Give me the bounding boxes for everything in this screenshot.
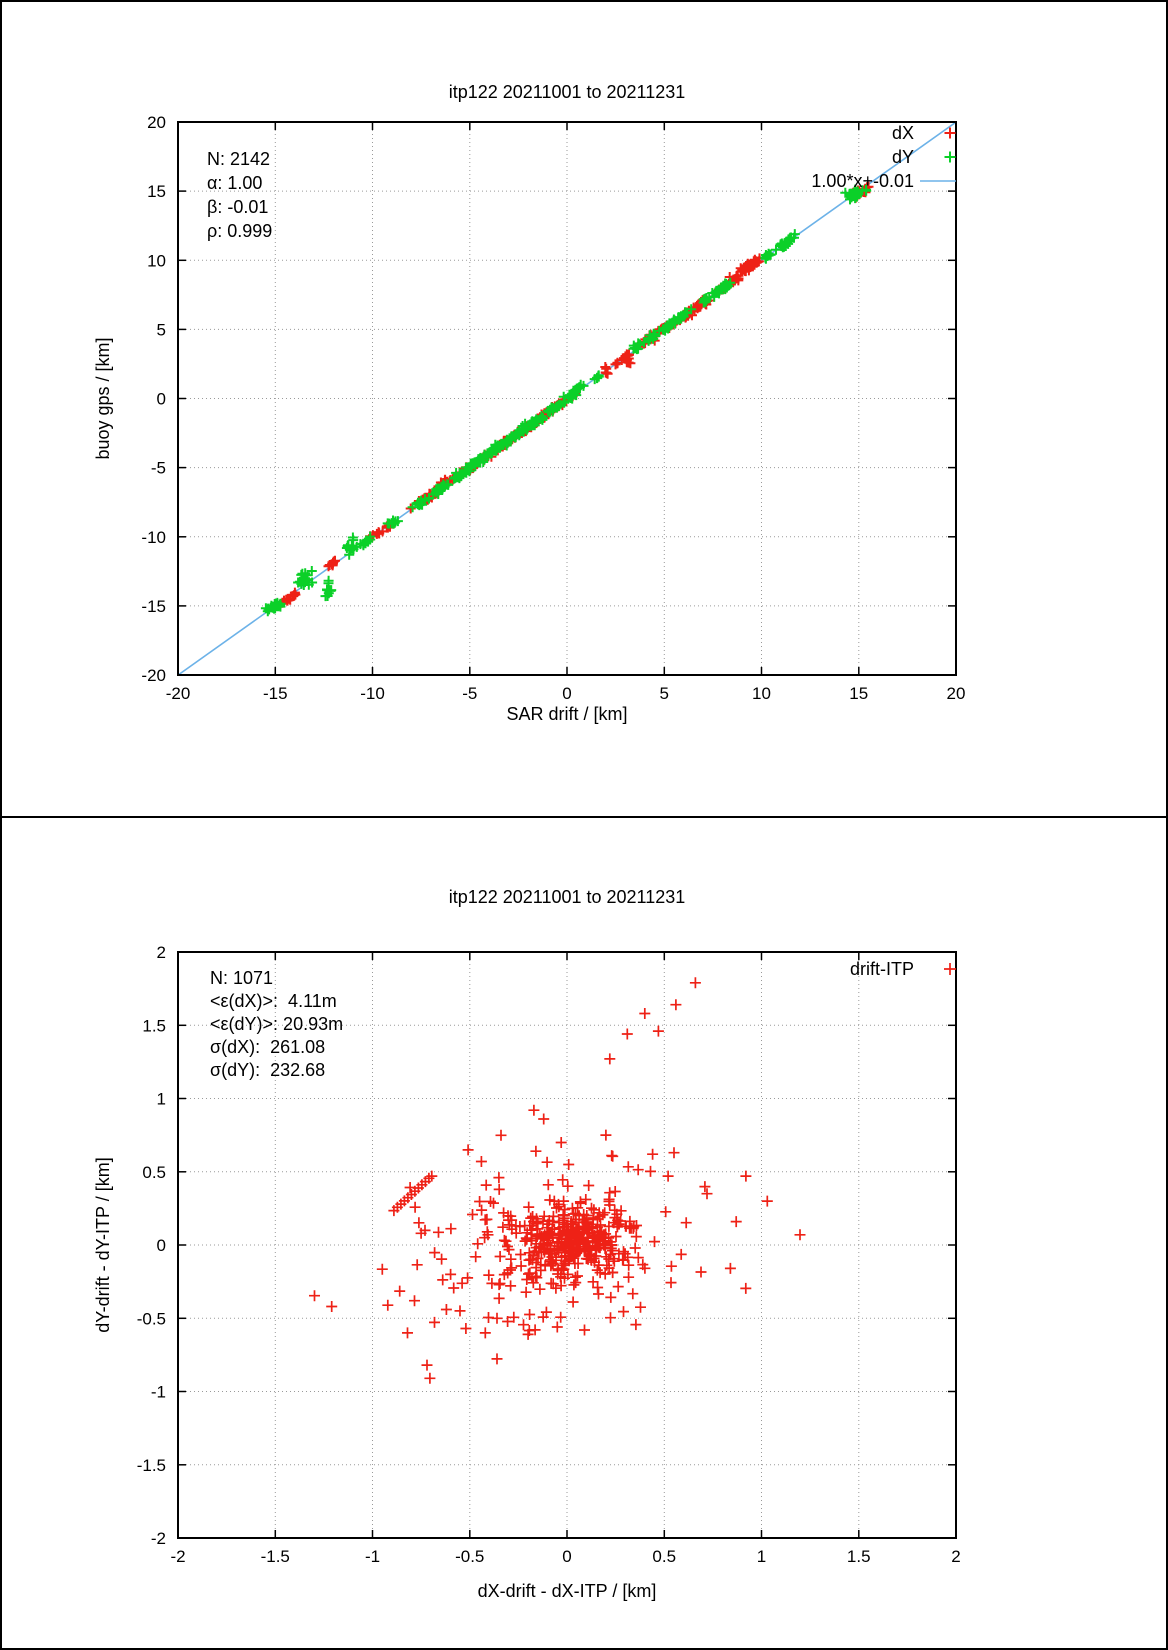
- axes: [177, 121, 957, 676]
- plot-area: [309, 977, 806, 1384]
- bottom-chart-panel: -2 -1.5 -1 -0.5 0 0.5 1 1.5 2 -2 -1.5 -1 -0.5 0 0.5 1 1.…: [2, 818, 1166, 1648]
- x-tick-label: -1.5: [261, 1547, 290, 1566]
- x-tick-label: -10: [360, 684, 385, 703]
- stats-line: σ(dX): 261.08: [210, 1037, 325, 1057]
- y-tick-label: 0: [157, 1236, 166, 1255]
- chart-title: itp122 20211001 to 20211231: [449, 82, 686, 102]
- stats-line: N: 2142: [207, 149, 270, 169]
- y-tick-label: 0.5: [142, 1163, 166, 1182]
- x-tick-label: 20: [947, 684, 966, 703]
- x-tick-label: -2: [170, 1547, 185, 1566]
- x-tick-label: -15: [263, 684, 288, 703]
- y-tick-label: 15: [147, 182, 166, 201]
- x-tick-label: -0.5: [455, 1547, 484, 1566]
- y-tick-label: 1: [157, 1090, 166, 1109]
- legend-label: dX: [892, 123, 914, 143]
- x-tick-label: 10: [752, 684, 771, 703]
- stats-line: <ε(dY)>: 20.93m: [210, 1014, 343, 1034]
- plot-area: [178, 122, 956, 675]
- axes: [177, 951, 957, 1539]
- stats-line: N: 1071: [210, 968, 273, 988]
- stats-line: <ε(dX)>: 4.11m: [210, 991, 337, 1011]
- y-tick-label: -20: [141, 666, 166, 685]
- chart-title: itp122 20211001 to 20211231: [449, 887, 686, 907]
- x-tick-label: 2: [951, 1547, 960, 1566]
- y-tick-label: -1: [151, 1383, 166, 1402]
- y-tick-label: -15: [141, 597, 166, 616]
- legend-marker: [944, 963, 956, 975]
- legend-label: 1.00*x+-0.01: [811, 171, 914, 191]
- x-tick-label: 1: [757, 1547, 766, 1566]
- stats-line: ρ: 0.999: [207, 221, 272, 241]
- y-tick-label: 10: [147, 251, 166, 270]
- legend-label: drift-ITP: [850, 959, 914, 979]
- x-tick-label: 1.5: [847, 1547, 871, 1566]
- top-chart-panel: -20 -15 -10 -5 0 5 10 15 20 -20 -15 -10 -5 0 5 10 15 20 it…: [2, 2, 1166, 818]
- x-axis-label: SAR drift / [km]: [506, 704, 627, 724]
- stats-line: β: -0.01: [207, 197, 268, 217]
- top-chart: -20 -15 -10 -5 0 5 10 15 20 -20 -15 -10 -5 0 5 10 15 20 it…: [93, 82, 966, 724]
- x-tick-label: 15: [849, 684, 868, 703]
- x-tick-label: -1: [365, 1547, 380, 1566]
- legend-marker: [944, 127, 956, 139]
- x-tick-label: 5: [660, 684, 669, 703]
- legend-marker: [944, 151, 956, 163]
- x-tick-label: -5: [462, 684, 477, 703]
- x-axis-label: dX-drift - dX-ITP / [km]: [478, 1581, 657, 1601]
- y-tick-label: 1.5: [142, 1016, 166, 1035]
- legend-label: dY: [892, 147, 914, 167]
- stats-line: σ(dY): 232.68: [210, 1060, 325, 1080]
- y-axis-label: buoy gps / [km]: [93, 337, 113, 459]
- bottom-chart: -2 -1.5 -1 -0.5 0 0.5 1 1.5 2 -2 -1.5 -1 -0.5 0 0.5 1 1.…: [93, 887, 961, 1601]
- y-tick-label: -1.5: [137, 1456, 166, 1475]
- y-tick-label: -2: [151, 1529, 166, 1548]
- series-dy: [260, 184, 872, 617]
- y-tick-label: -5: [151, 459, 166, 478]
- y-tick-label: 5: [157, 320, 166, 339]
- x-tick-label: -20: [166, 684, 191, 703]
- x-tick-label: 0: [562, 1547, 571, 1566]
- y-tick-label: 20: [147, 113, 166, 132]
- series-drift-itp: [309, 977, 806, 1384]
- y-axis-label: dY-drift - dY-ITP / [km]: [93, 1157, 113, 1332]
- stats-line: α: 1.00: [207, 173, 262, 193]
- x-tick-label: 0: [562, 684, 571, 703]
- x-tick-label: 0.5: [652, 1547, 676, 1566]
- y-tick-label: -10: [141, 528, 166, 547]
- y-tick-label: 0: [157, 390, 166, 409]
- y-tick-label: 2: [157, 943, 166, 962]
- y-tick-label: -0.5: [137, 1309, 166, 1328]
- grid-lines: [177, 121, 957, 676]
